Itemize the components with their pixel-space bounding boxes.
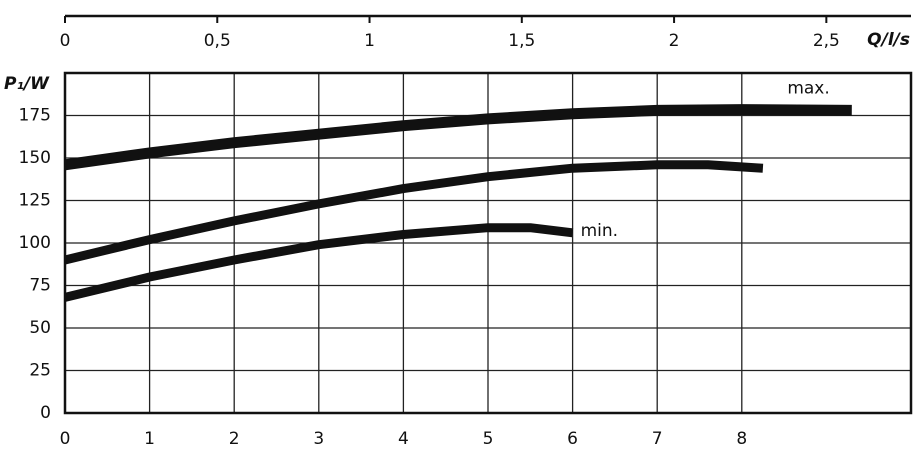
- y-axis-label: P₁/W: [4, 74, 50, 94]
- x2-tick-label: 0,5: [204, 31, 231, 51]
- x-tick-label: 2: [229, 429, 240, 449]
- x2-axis-label: Q/l/s: [867, 30, 910, 50]
- x2-tick-label: 0: [60, 31, 71, 51]
- y-tick-label: 100: [19, 233, 51, 253]
- curve-label: min.: [581, 221, 618, 241]
- x-tick-label: 1: [144, 429, 155, 449]
- x-tick-label: 4: [398, 429, 409, 449]
- y-tick-label: 150: [19, 148, 51, 168]
- x2-tick-label: 2: [669, 31, 680, 51]
- curve: [63, 160, 764, 265]
- y-tick-label: 125: [19, 191, 51, 211]
- x-tick-label: 8: [736, 429, 747, 449]
- plot-frame: [63, 71, 913, 415]
- curve: [63, 223, 574, 302]
- y-tick-label: 50: [29, 318, 51, 338]
- x-tick-label: 0: [60, 429, 71, 449]
- y-tick-label: 75: [29, 276, 51, 296]
- y-tick-label: 25: [29, 361, 51, 381]
- curve: [64, 104, 852, 171]
- x-tick-label: 3: [313, 429, 324, 449]
- x-tick-label: 7: [652, 429, 663, 449]
- x2-tick-label: 2,5: [813, 31, 840, 51]
- x2-tick-label: 1,5: [508, 31, 535, 51]
- y-tick-label: 175: [19, 106, 51, 126]
- x2-tick-label: 1: [364, 31, 375, 51]
- y-tick-label: 0: [40, 403, 51, 423]
- curve-label: max.: [787, 78, 829, 98]
- x-tick-label: 5: [483, 429, 494, 449]
- x-tick-label: 6: [567, 429, 578, 449]
